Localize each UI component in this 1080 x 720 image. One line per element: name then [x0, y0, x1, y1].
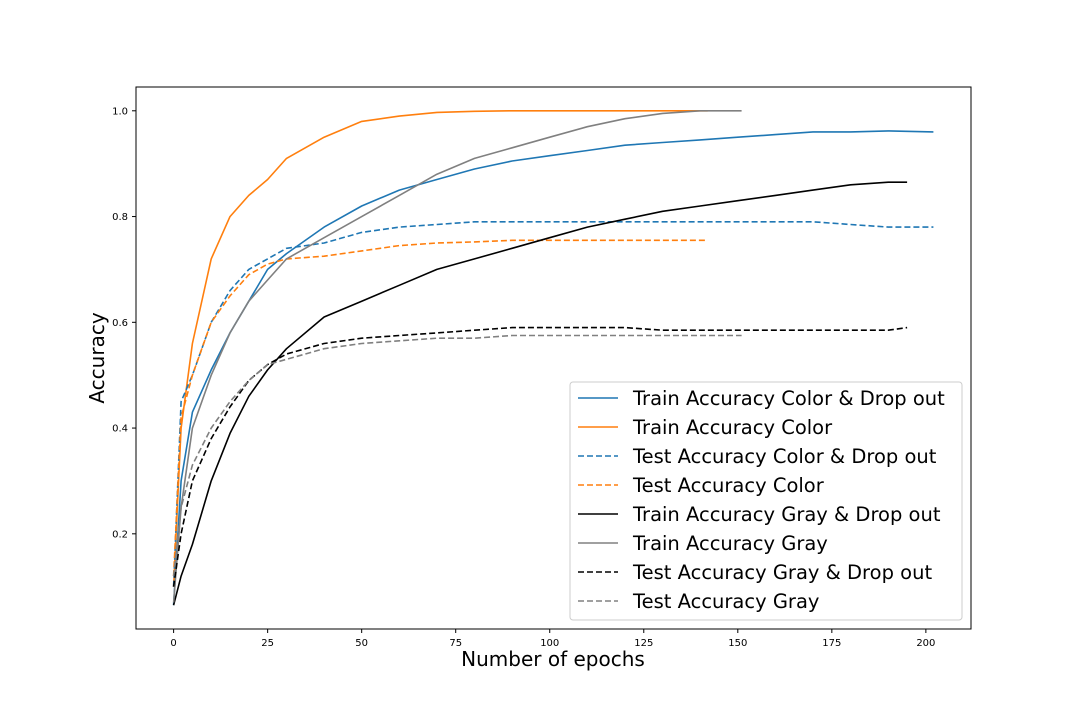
x-tick-label: 0: [170, 638, 176, 649]
legend-entry-label: Train Accuracy Color & Drop out: [632, 387, 945, 410]
y-tick-label: 0.6: [112, 318, 128, 329]
y-tick-label: 0.8: [112, 212, 128, 223]
legend-frame: [569, 381, 963, 621]
x-axis-ticks: 0 25 50 75 100 125 150 175 200: [170, 629, 935, 649]
series-line-4: [172, 181, 908, 606]
x-tick-label: 75: [449, 638, 462, 649]
y-tick-label: 0.2: [112, 529, 128, 540]
legend-entry-label: Test Accuracy Color & Drop out: [632, 445, 937, 468]
y-tick-label: 0.4: [112, 424, 128, 435]
legend-entry-label: Train Accuracy Color: [632, 416, 833, 439]
plot-frame: [135, 86, 972, 630]
y-axis-label: Accuracy: [85, 312, 109, 403]
x-tick-label: 100: [540, 638, 559, 649]
x-tick-label: 25: [261, 638, 274, 649]
series-layer: [172, 110, 934, 606]
x-axis-label: Number of epochs: [461, 647, 645, 671]
series-line-3: [172, 239, 708, 577]
series-line-7: [172, 334, 742, 577]
series-line-6: [172, 326, 908, 587]
legend-entry-label: Test Accuracy Gray: [632, 590, 819, 613]
x-tick-label: 50: [355, 638, 368, 649]
legend-entry-label: Test Accuracy Gray & Drop out: [632, 561, 932, 584]
x-tick-label: 125: [634, 638, 653, 649]
x-tick-label: 150: [728, 638, 747, 649]
series-line-2: [172, 221, 934, 587]
series-line-5: [172, 110, 742, 603]
legend-entry-label: Train Accuracy Gray: [632, 532, 828, 555]
legend-items: Train Accuracy Color & Drop out Train Acc…: [578, 387, 945, 613]
x-tick-label: 200: [916, 638, 935, 649]
x-tick-label: 175: [822, 638, 841, 649]
legend: Train Accuracy Color & Drop out Train Acc…: [569, 381, 963, 621]
legend-entry-label: Test Accuracy Color: [632, 474, 825, 497]
y-tick-label: 1.0: [112, 106, 128, 117]
legend-entry-label: Train Accuracy Gray & Drop out: [632, 503, 941, 526]
y-axis-ticks: 0.2 0.4 0.6 0.8 1.0: [112, 106, 136, 540]
series-line-1: [172, 110, 708, 587]
